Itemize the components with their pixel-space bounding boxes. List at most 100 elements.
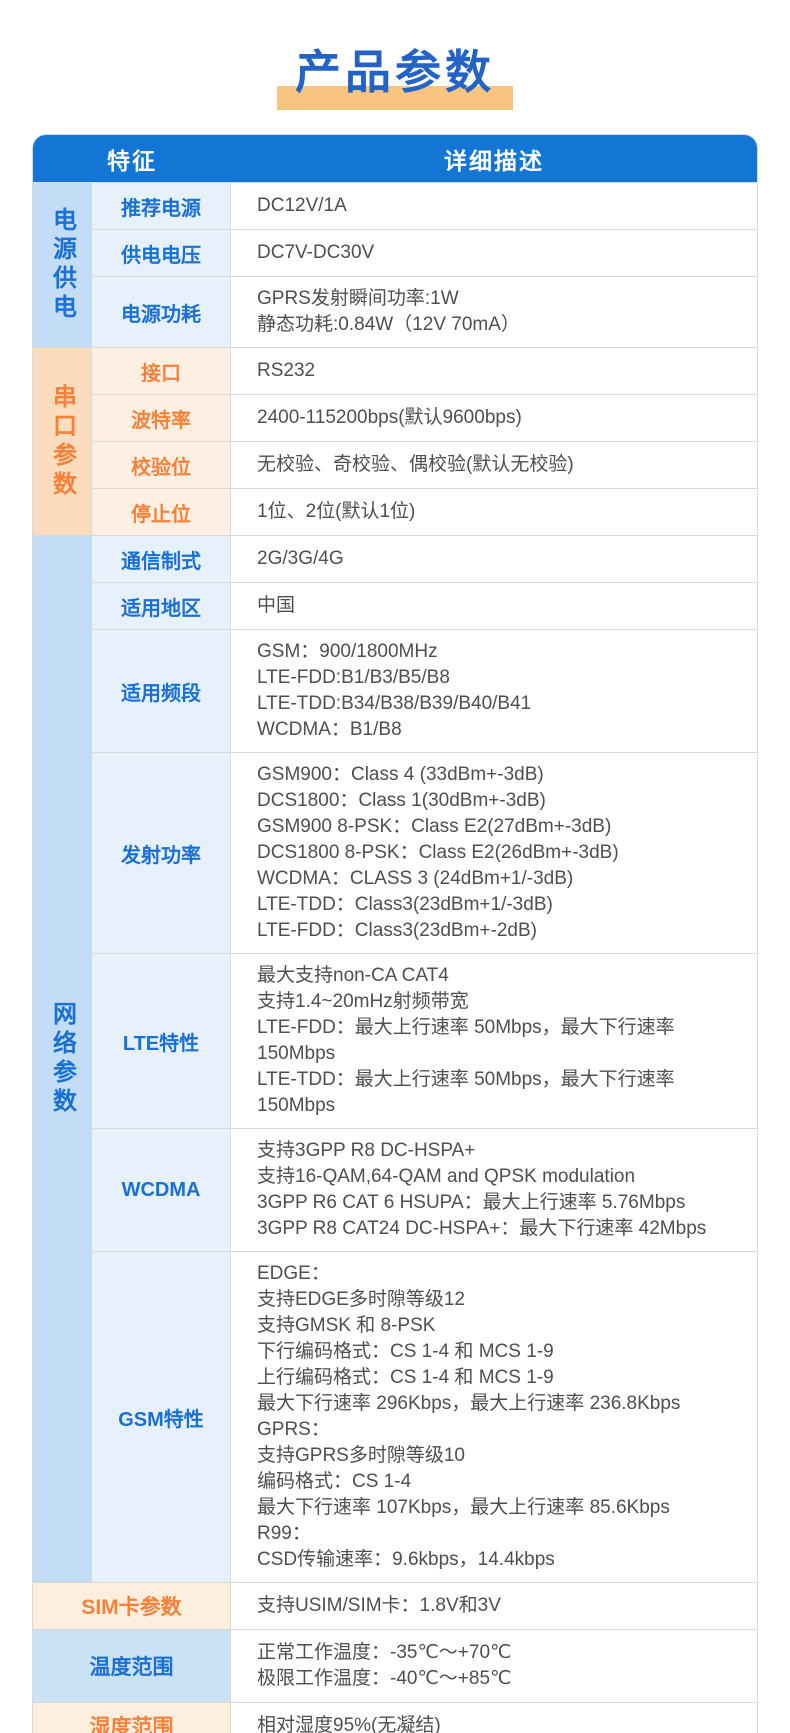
spec-value: GPRS发射瞬间功率:1W 静态功耗:0.84W（12V 70mA） [231,277,757,347]
spec-value-line: DC12V/1A [257,195,347,216]
spec-label: 通信制式 [92,536,231,582]
spec-value-line: 极限工作温度：-40℃～+85℃ [257,1668,512,1689]
spec-label: 波特率 [92,395,231,441]
spec-value-line: 静态功耗:0.84W（12V 70mA） [257,314,520,335]
group-label-serial-port: 串口参数 [33,348,92,535]
spec-value: RS232 [231,348,757,394]
spec-row: 适用频段 GSM：900/1800MHz LTE-FDD:B1/B3/B5/B8 LT… [92,629,757,752]
spec-value-line: 支持1.4~20mHz射频带宽 [257,991,469,1012]
spec-value-line: 最大支持non-CA CAT4 [257,965,449,986]
spec-value-line: R99： [257,1523,311,1544]
group-rows-power-supply: 推荐电源 DC12V/1A 供电电压 DC7V-DC30V 电源功耗 GPRS发射瞬间功率… [92,183,757,347]
spec-value: DC7V-DC30V [231,230,757,276]
group-label-power-supply: 电源供电 [33,183,92,347]
spec-value-line: GSM900 8-PSK：Class E2(27dBm+-3dB) [257,816,612,837]
spec-label: 适用频段 [92,630,231,752]
spec-value-line: 2400-115200bps(默认9600bps) [257,407,522,428]
header-feature-cell: 特征 [107,147,157,174]
spec-value-line: 1位、2位(默认1位) [257,501,416,522]
spec-value-line: LTE-TDD：Class3(23dBm+1/-3dB) [257,894,553,915]
group-serial-port: 串口参数 接口 RS232 波特率 2400-115200bps(默认9600bps) 校… [33,347,757,535]
group-label-text-power-supply: 电源供电 [48,207,76,323]
merged-row-sim-card: SIM卡参数 支持USIM/SIM卡：1.8V和3V [33,1582,757,1629]
spec-table: 特征 详细描述 电源供电 推荐电源 DC12V/1A 供电电压 DC7V-DC30V 电源… [32,134,758,1733]
spec-value-line: LTE-FDD:B1/B3/B5/B8 [257,667,450,688]
spec-label: 发射功率 [92,753,231,953]
spec-value-line: 中国 [257,595,296,616]
merged-label-sim-card: SIM卡参数 [33,1583,231,1629]
spec-value: 中国 [231,583,757,629]
group-rows-serial-port: 接口 RS232 波特率 2400-115200bps(默认9600bps) 校验位 无校… [92,348,757,535]
spec-value-line: 最大下行速率 296Kbps，最大上行速率 236.8Kbps [257,1393,681,1414]
group-rows-network: 通信制式 2G/3G/4G 适用地区 中国 适用频段 GSM：900/1800MHz LTE… [92,536,757,1582]
spec-label: LTE特性 [92,954,231,1128]
spec-value-line: LTE-FDD：最大上行速率 50Mbps，最大下行速率 150Mbps [257,1017,675,1064]
spec-value-line: 支持USIM/SIM卡：1.8V和3V [257,1595,501,1616]
merged-row-humidity: 湿度范围 相对湿度95%(无凝结) [33,1702,757,1733]
spec-value: 支持USIM/SIM卡：1.8V和3V [231,1583,757,1629]
group-network: 网络参数 通信制式 2G/3G/4G 适用地区 中国 适用频段 GSM：900/1800MH… [33,535,757,1582]
spec-value-line: EDGE： [257,1263,330,1284]
spec-label: GSM特性 [92,1252,231,1582]
spec-value-line: 上行编码格式：CS 1-4 和 MCS 1-9 [257,1367,554,1388]
spec-row: 发射功率 GSM900：Class 4 (33dBm+-3dB) DCS1800：C… [92,752,757,953]
spec-value-line: 2G/3G/4G [257,548,344,569]
spec-row: 电源功耗 GPRS发射瞬间功率:1W 静态功耗:0.84W（12V 70mA） [92,276,757,347]
spec-value-line: 支持16-QAM,64-QAM and QPSK modulation [257,1166,636,1187]
spec-row: 校验位 无校验、奇校验、偶校验(默认无校验) [92,441,757,488]
spec-value-line: LTE-TDD：最大上行速率 50Mbps，最大下行速率 150Mbps [257,1069,675,1116]
merged-label-humidity: 湿度范围 [33,1703,231,1733]
spec-label: 接口 [92,348,231,394]
spec-value: 最大支持non-CA CAT4 支持1.4~20mHz射频带宽 LTE-FDD：最大… [231,954,757,1128]
spec-row: 波特率 2400-115200bps(默认9600bps) [92,394,757,441]
spec-value-line: LTE-TDD:B34/B38/B39/B40/B41 [257,693,532,714]
spec-row: GSM特性 EDGE： 支持EDGE多时隙等级12 支持GMSK 和 8-PSK 下行编… [92,1251,757,1582]
group-power-supply: 电源供电 推荐电源 DC12V/1A 供电电压 DC7V-DC30V 电源功耗 GPRS发射… [33,182,757,347]
spec-value-line: 最大下行速率 107Kbps，最大上行速率 85.6Kbps [257,1497,670,1518]
spec-label: WCDMA [92,1129,231,1251]
spec-row: 供电电压 DC7V-DC30V [92,229,757,276]
header-description-cell: 详细描述 [444,147,544,174]
spec-row: 停止位 1位、2位(默认1位) [92,488,757,535]
spec-label: 停止位 [92,489,231,535]
table-header: 特征 详细描述 [33,135,757,182]
spec-value-line: WCDMA：CLASS 3 (24dBm+1/-3dB) [257,868,574,889]
spec-value: 1位、2位(默认1位) [231,489,757,535]
title-highlight-bar [277,86,513,110]
spec-label: 校验位 [92,442,231,488]
spec-row: 通信制式 2G/3G/4G [92,536,757,582]
spec-value-line: GSM：900/1800MHz [257,641,438,662]
spec-value: 正常工作温度：-35℃～+70℃ 极限工作温度：-40℃～+85℃ [231,1630,757,1702]
spec-value: GSM900：Class 4 (33dBm+-3dB) DCS1800：Class… [231,753,757,953]
spec-value-line: WCDMA：B1/B8 [257,719,402,740]
merged-row-temperature: 温度范围 正常工作温度：-35℃～+70℃ 极限工作温度：-40℃～+85℃ [33,1629,757,1702]
spec-table-body: 电源供电 推荐电源 DC12V/1A 供电电压 DC7V-DC30V 电源功耗 GPRS发射… [33,182,757,1733]
spec-value-line: RS232 [257,360,316,381]
spec-row: LTE特性 最大支持non-CA CAT4 支持1.4~20mHz射频带宽 LTE-F… [92,953,757,1128]
group-label-text-network: 网络参数 [48,1001,76,1117]
spec-value-line: 支持EDGE多时隙等级12 [257,1289,465,1310]
spec-value: 相对湿度95%(无凝结) [231,1703,757,1733]
spec-value-line: 下行编码格式：CS 1-4 和 MCS 1-9 [257,1341,554,1362]
spec-value-line: CSD传输速率：9.6kbps，14.4kbps [257,1549,555,1570]
spec-value-line: 支持GPRS多时隙等级10 [257,1445,465,1466]
merged-label-temperature: 温度范围 [33,1630,231,1702]
page-title-text: 产品参数 [295,46,495,98]
page-title: 产品参数 [277,36,513,110]
spec-value: 2400-115200bps(默认9600bps) [231,395,757,441]
spec-value-line: DCS1800 8-PSK：Class E2(26dBm+-3dB) [257,842,619,863]
spec-value-line: GPRS： [257,1419,330,1440]
spec-value-line: 相对湿度95%(无凝结) [257,1715,441,1733]
spec-row: 推荐电源 DC12V/1A [92,183,757,229]
spec-value-line: 无校验、奇校验、偶校验(默认无校验) [257,454,574,475]
spec-value-line: DCS1800：Class 1(30dBm+-3dB) [257,790,546,811]
spec-value: 2G/3G/4G [231,536,757,582]
spec-value-line: 支持GMSK 和 8-PSK [257,1315,436,1336]
spec-value-line: 3GPP R6 CAT 6 HSUPA：最大上行速率 5.76Mbps [257,1192,686,1213]
spec-label: 电源功耗 [92,277,231,347]
spec-value: 支持3GPP R8 DC-HSPA+ 支持16-QAM,64-QAM and QP… [231,1129,757,1251]
page-title-wrap: 产品参数 [0,36,790,110]
spec-value-line: GPRS发射瞬间功率:1W [257,288,459,309]
spec-value-line: 正常工作温度：-35℃～+70℃ [257,1642,512,1663]
spec-value-line: 3GPP R8 CAT24 DC-HSPA+：最大下行速率 42Mbps [257,1218,707,1239]
